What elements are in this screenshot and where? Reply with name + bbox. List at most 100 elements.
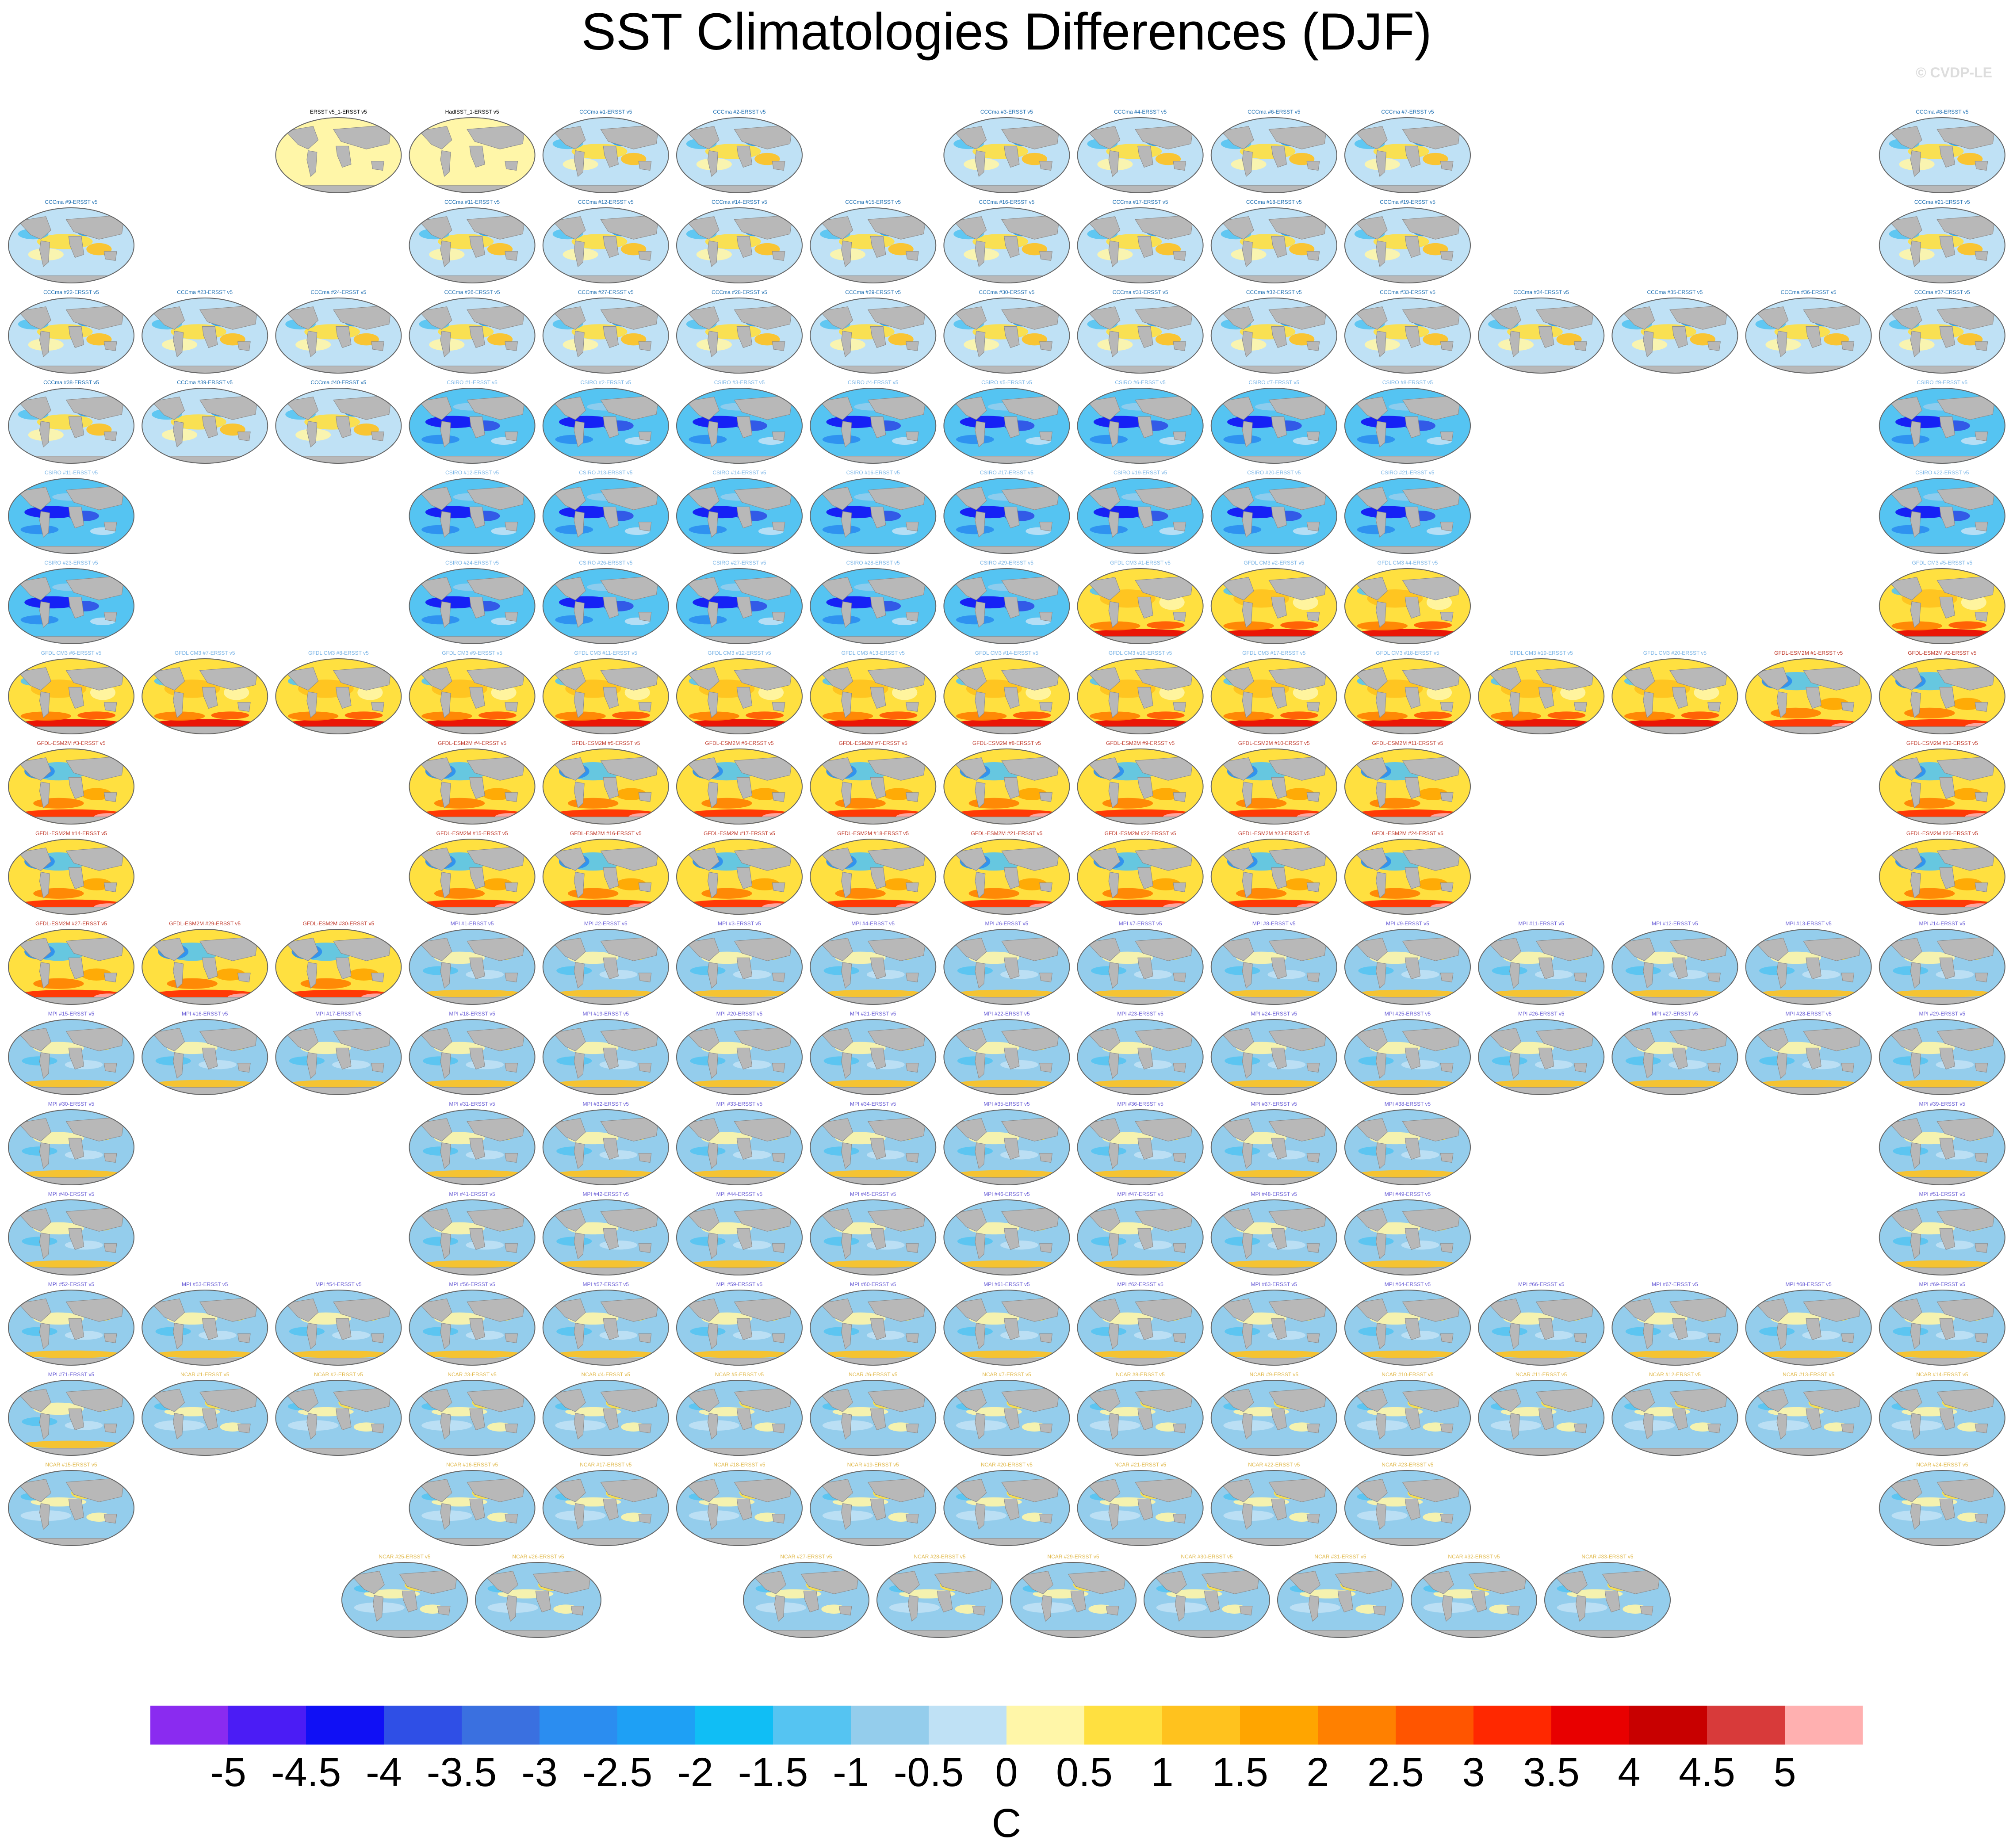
land-mass (1173, 522, 1186, 531)
land-mass (469, 416, 485, 439)
panel-label: MPI #39-ERSST v5 (1919, 1101, 1966, 1107)
anomaly-region (1891, 1170, 1993, 1178)
map-panel: CSIRO #28-ERSST v5 (810, 560, 937, 644)
land-mass (838, 1606, 852, 1615)
land-mass (975, 1323, 986, 1350)
land-mass (1344, 1538, 1471, 1546)
map-panel: NCAR #30-ERSST v5 (1144, 1554, 1270, 1638)
land-mass (1375, 1413, 1386, 1440)
map-outline (341, 1562, 468, 1638)
land-mass (1806, 957, 1822, 980)
land-mass (1039, 161, 1052, 171)
land-mass (905, 341, 919, 351)
map-panel: CCCma #16-ERSST v5 (943, 199, 1070, 283)
map-outline (1210, 478, 1337, 554)
anomaly-region (1891, 621, 1942, 631)
map-outline (810, 298, 937, 374)
anomaly-region (689, 1170, 790, 1178)
panel-label: CSIRO #20-ERSST v5 (1247, 470, 1301, 476)
land-mass (418, 1298, 452, 1322)
map-panel: MPI #35-ERSST v5 (943, 1101, 1070, 1185)
anomaly-region (421, 1350, 523, 1358)
map-outline (409, 207, 536, 283)
land-mass (440, 1323, 451, 1350)
land-mass (151, 938, 185, 961)
land-mass (409, 997, 536, 1005)
land-mass (68, 1318, 84, 1340)
land-mass (685, 1389, 719, 1412)
panel-label: CCCma #31-ERSST v5 (1113, 289, 1168, 295)
panel-label: NCAR #30-ERSST v5 (1181, 1554, 1232, 1560)
panel-label: GFDL CM3 #6-ERSST v5 (41, 650, 102, 656)
land-mass (1306, 522, 1320, 531)
land-mass (285, 306, 319, 330)
map-outline (1611, 1290, 1738, 1366)
land-mass (1478, 997, 1605, 1005)
anomaly-region (288, 1350, 389, 1358)
map-outline (810, 748, 937, 825)
map-outline (409, 478, 536, 554)
anomaly-region (425, 416, 481, 428)
land-mass (552, 848, 586, 871)
land-mass (173, 1413, 184, 1440)
land-mass (574, 601, 585, 628)
land-mass (1573, 1333, 1587, 1343)
panel-label: MPI #27-ERSST v5 (1652, 1011, 1698, 1017)
panel-label: MPI #13-ERSST v5 (1785, 920, 1832, 927)
map-panel: NCAR #20-ERSST v5 (943, 1462, 1070, 1546)
land-mass (943, 1538, 1070, 1546)
land-mass (953, 667, 987, 691)
panel-label: MPI #7-ERSST v5 (1119, 920, 1162, 927)
map-outline (542, 298, 669, 374)
land-mass (841, 1413, 852, 1440)
anomaly-region (559, 506, 615, 519)
map-panel: GFDL-ESM2M #18-ERSST v5 (810, 830, 937, 915)
land-mass (285, 667, 319, 691)
map-panel: GFDL-ESM2M #15-ERSST v5 (409, 830, 536, 915)
land-mass (1888, 397, 1922, 420)
land-mass (1173, 612, 1186, 622)
land-mass (1509, 1413, 1520, 1440)
anomaly-region (822, 1350, 924, 1358)
panel-label: MPI #12-ERSST v5 (1652, 920, 1698, 927)
land-mass (1354, 1118, 1388, 1142)
land-mass (17, 306, 51, 330)
map-outline (409, 1109, 536, 1185)
land-mass (1888, 1118, 1922, 1142)
panel-label: GFDL-ESM2M #12-ERSST v5 (1906, 740, 1978, 746)
land-mass (1039, 1514, 1052, 1523)
land-mass (1271, 777, 1287, 799)
land-mass (819, 487, 853, 510)
land-mass (810, 1268, 937, 1275)
panel-label: NCAR #24-ERSST v5 (1916, 1462, 1968, 1468)
land-mass (1910, 1323, 1921, 1350)
land-mass (943, 275, 1070, 283)
map-panel: GFDL CM3 #11-ERSST v5 (542, 650, 669, 734)
panel-label: MPI #9-ERSST v5 (1386, 920, 1429, 927)
land-mass (1344, 185, 1471, 193)
anomaly-region (1370, 888, 1420, 899)
map-outline (1344, 1109, 1471, 1185)
land-mass (841, 1052, 852, 1079)
land-mass (1440, 1063, 1454, 1073)
land-mass (440, 1052, 451, 1079)
land-mass (1975, 882, 1988, 892)
land-mass (336, 145, 352, 168)
map-outline (676, 1470, 803, 1546)
land-mass (1879, 726, 2005, 734)
land-mass (1888, 1028, 1922, 1051)
map-outline (542, 388, 669, 464)
land-mass (237, 1424, 251, 1433)
land-mass (418, 938, 452, 961)
colorbar-swatch (1707, 1706, 1785, 1745)
land-mass (409, 456, 536, 464)
land-mass (1755, 667, 1789, 691)
land-mass (1506, 1606, 1520, 1615)
map-panel: CCCma #3-ERSST v5 (943, 109, 1070, 193)
anomaly-region (1624, 711, 1675, 721)
land-mass (1354, 397, 1388, 420)
land-mass (1220, 1208, 1254, 1232)
land-mass (8, 275, 134, 283)
map-panel: CCCma #30-ERSST v5 (943, 289, 1070, 374)
colorbar-tick-label: 1.5 (1212, 1750, 1268, 1795)
